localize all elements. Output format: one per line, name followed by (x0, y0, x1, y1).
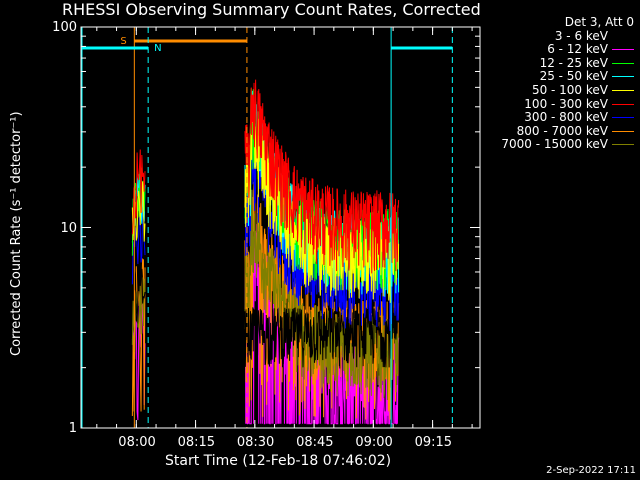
y-tick-label: 100 (52, 20, 77, 35)
x-tick-label: 08:45 (296, 435, 334, 450)
legend-entry: 3 - 6 keV (501, 28, 634, 44)
x-tick-label: 08:15 (177, 435, 216, 450)
legend-swatch (612, 62, 634, 64)
x-tick-label: 08:30 (236, 435, 275, 450)
legend-entry: 300 - 800 keV (501, 110, 634, 125)
legend-swatch (612, 130, 634, 132)
legend-swatch (612, 117, 634, 119)
y-axis-label: Corrected Count Rate (s⁻¹ detector⁻¹) (9, 111, 24, 356)
x-tick-label: 09:00 (355, 435, 393, 450)
legend-swatch (612, 76, 634, 78)
night-label: N (154, 43, 161, 54)
legend-entry: 6 - 12 keV (501, 42, 634, 57)
legend-entry-label: 6 - 12 keV (547, 42, 608, 57)
legend-entry: 7000 - 15000 keV (501, 138, 634, 152)
series-trace-main (244, 307, 400, 368)
chart-title: RHESSI Observing Summary Count Rates, Co… (62, 0, 481, 19)
data-layer (131, 79, 400, 425)
legend-entry: 50 - 100 keV (501, 82, 634, 98)
legend-entry-label: 800 - 7000 keV (516, 123, 608, 138)
legend-entry-label: 3 - 6 keV (554, 28, 608, 43)
series-trace-main (244, 98, 400, 303)
legend-swatch (612, 89, 634, 91)
legend-header: Det 3, Att 0 (564, 15, 634, 29)
x-tick-label: 09:15 (414, 435, 453, 450)
legend-entry-label: 300 - 800 keV (524, 110, 608, 125)
legend-swatch (612, 144, 634, 146)
legend-entry: 12 - 25 keV (501, 55, 634, 71)
y-tick-label: 10 (60, 220, 77, 236)
legend-entry-label: 25 - 50 keV (539, 69, 608, 84)
series-trace-main (244, 79, 400, 274)
overlay-layer: SN (81, 27, 453, 428)
x-tick-label: 08:00 (118, 435, 156, 450)
legend-entry-label: 7000 - 15000 keV (501, 137, 608, 152)
axis-layer (81, 27, 480, 429)
legend-entry-label: 100 - 300 keV (524, 96, 608, 111)
date-stamp: 2-Sep-2022 17:11 (546, 465, 636, 476)
x-axis-label: Start Time (12-Feb-18 07:46:02) (165, 453, 392, 469)
legend-entry: 100 - 300 keV (501, 96, 634, 112)
legend-swatch (612, 103, 634, 105)
legend-entry: 800 - 7000 keV (501, 123, 634, 139)
legend-swatch (612, 49, 634, 51)
saa-label: S (120, 36, 126, 47)
legend-entry-label: 12 - 25 keV (539, 55, 608, 70)
legend-entry: 25 - 50 keV (501, 70, 634, 84)
legend-entry-label: 50 - 100 keV (531, 82, 608, 97)
y-tick-label: 1 (68, 421, 77, 436)
legend: Det 3, Att 0 3 - 6 keV 6 - 12 keV 12 - 25 … (501, 15, 634, 152)
legend-swatch (612, 35, 634, 37)
